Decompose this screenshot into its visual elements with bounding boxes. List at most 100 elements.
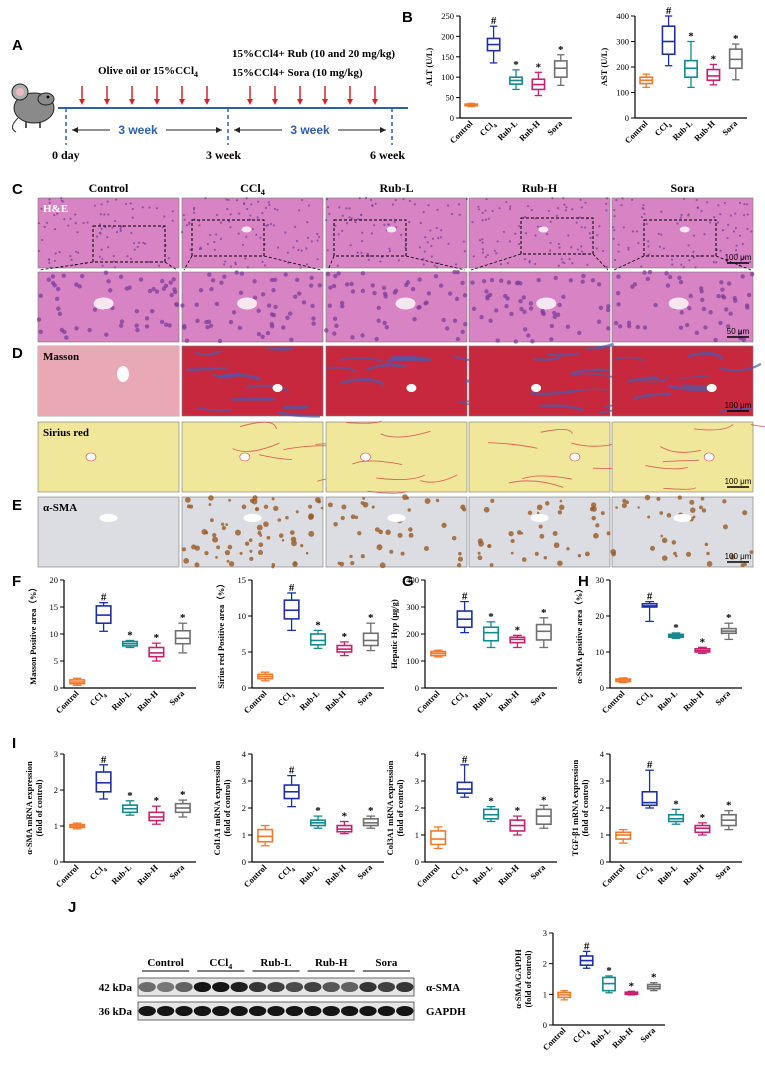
box-sma_area-Rub-L: * xyxy=(667,622,685,639)
histology-tile-r0-c2 xyxy=(325,196,468,271)
xtick-col3a1-3: Rub-H xyxy=(496,862,521,887)
wb-group-4: Sora xyxy=(375,957,398,969)
sig-mark-tgfb1-CCl4: # xyxy=(647,759,653,771)
sig-mark-col3a1-Sora: * xyxy=(541,794,547,806)
panel-letter-b: B xyxy=(402,9,413,26)
xtick-wb_ratio-2: Rub-L xyxy=(588,1025,612,1049)
histology-tile-r0-c0: H&E xyxy=(37,196,180,271)
wb-band-1-14 xyxy=(396,1005,414,1017)
phase1-arrow-0 xyxy=(79,86,85,105)
ytick-masson-3: 15 xyxy=(50,602,59,612)
sig-mark-col1a1-Rub-H: * xyxy=(342,811,348,823)
sig-mark-alt-CCl4: # xyxy=(491,15,497,27)
box-alt-Rub-L: * xyxy=(509,59,523,91)
chart-col3a1: 0 1 2 3 4 Col3A1 mRNA expression (fold of cont… xyxy=(385,749,557,889)
ylabel-tgfb1: TGF-β1 mRNA expression xyxy=(570,760,580,857)
phase2-arrow-3 xyxy=(322,86,328,105)
wb-band-0-1 xyxy=(156,981,175,993)
western-blot: Control CCl4 Rub-L Rub-H Sora 42 kDa α-SMA 36 k… xyxy=(99,957,466,1021)
xtick-alt-2: Rub-L xyxy=(495,118,519,142)
box-sirius-Control xyxy=(257,671,274,682)
sig-mark-ast-Sora: * xyxy=(733,33,739,45)
xtick-sirius-2: Rub-L xyxy=(297,688,321,712)
xtick-alt-3: Rub-H xyxy=(517,118,542,143)
box-alt-Sora: * xyxy=(553,44,568,87)
ytick-wb_ratio-2: 2 xyxy=(543,959,547,969)
histology-col-header-1: CCl4 xyxy=(240,181,266,197)
ylabel-ast: AST (U/L) xyxy=(599,48,609,87)
histology-row-label-4: α-SMA xyxy=(43,502,77,514)
histology-tile-r3-c0: Sirius red xyxy=(37,421,180,493)
ytick-col3a1-0: 0 xyxy=(415,857,419,867)
wb-band-0-9 xyxy=(304,981,322,993)
wb-band-0-3 xyxy=(193,981,212,993)
box-ast-Control xyxy=(639,73,654,89)
ylabel-wb_ratio: α-SMA/GAPDH xyxy=(513,949,523,1009)
ytick-tgfb1-0: 0 xyxy=(600,857,604,867)
ylabel2-tgfb1: (fold of control) xyxy=(580,779,590,836)
sig-mark-hyp-Rub-H: * xyxy=(515,624,521,636)
time-mark-2: 6 week xyxy=(370,148,405,162)
ylabel-sirius: Sirius red Positive area（%） xyxy=(216,579,226,688)
sig-mark-col1a1-Rub-L: * xyxy=(315,805,321,817)
dosing-arrows-phase1 xyxy=(79,86,210,105)
sig-mark-hyp-Rub-L: * xyxy=(488,611,494,623)
xtick-tgfb1-3: Rub-H xyxy=(681,862,706,887)
box-col3a1-Control xyxy=(430,826,447,850)
ytick-ast-0: 0 xyxy=(625,113,629,123)
wb-band-1-0 xyxy=(138,1005,156,1017)
ytick-col3a1-1: 1 xyxy=(415,830,419,840)
wb-band-1-7 xyxy=(267,1005,285,1017)
sig-mark-masson-Rub-L: * xyxy=(127,629,133,641)
phase2-arrow-4 xyxy=(347,86,353,105)
box-tgfb1-CCl4: # xyxy=(641,759,658,809)
box-wb_ratio-Rub-L: * xyxy=(602,965,616,994)
histology-tile-r4-c2 xyxy=(325,494,468,569)
phase2-label-line1: 15%CCl4+ Rub (10 and 20 mg/kg) xyxy=(232,48,395,60)
box-ast-Rub-L: * xyxy=(684,31,698,89)
histology-tile-r4-c0: α-SMA xyxy=(37,496,180,568)
sig-mark-sma_area-Rub-L: * xyxy=(673,622,679,634)
wb-band-1-10 xyxy=(322,1005,340,1017)
ylabel2-sma_mrna: (fold of control) xyxy=(34,779,44,836)
histology-row-label-2: Masson xyxy=(43,351,79,363)
box-ast-Sora: * xyxy=(728,33,743,81)
wb-band-1-8 xyxy=(285,1005,304,1017)
wb-band-0-5 xyxy=(230,981,248,993)
box-hyp-CCl4: # xyxy=(456,591,473,634)
ytick-tgfb1-3: 3 xyxy=(600,776,604,786)
wb-band-1-3 xyxy=(193,1005,212,1017)
phase2-arrow-1 xyxy=(272,86,278,105)
phase1-arrow-3 xyxy=(154,86,160,105)
box-col1a1-Rub-L: * xyxy=(309,805,327,829)
xtick-sma_area-2: Rub-L xyxy=(655,688,679,712)
sig-mark-tgfb1-Rub-H: * xyxy=(700,812,706,824)
sig-mark-col3a1-Rub-H: * xyxy=(515,805,521,817)
duration-label-2: 3 week xyxy=(290,123,330,137)
phase2-arrow-0 xyxy=(247,86,253,105)
ytick-ast-4: 400 xyxy=(616,11,629,21)
xtick-col1a1-2: Rub-L xyxy=(297,862,321,886)
box-sma_area-Control xyxy=(615,677,632,684)
box-sma_area-Sora: * xyxy=(720,612,737,641)
ytick-sirius-0: 0 xyxy=(242,683,246,693)
histology-col-header-0: Control xyxy=(89,181,129,195)
ylabel-col3a1: Col3A1 mRNA expression xyxy=(385,760,395,855)
ytick-hyp-0: 0 xyxy=(415,683,419,693)
box-hyp-Rub-H: * xyxy=(509,624,526,649)
phase1-arrow-1 xyxy=(104,86,110,105)
histology-tile-r3-c4: 100 μm xyxy=(611,421,765,493)
xtick-sma_mrna-2: Rub-L xyxy=(109,862,133,886)
histology-tile-r0-c4: 100 μm xyxy=(611,197,754,271)
ytick-sma_area-0: 0 xyxy=(600,683,604,693)
sig-mark-sirius-Rub-H: * xyxy=(342,631,348,643)
xtick-col1a1-1: CCl4 xyxy=(275,862,297,884)
ylabel2-wb_ratio: (fold of control) xyxy=(523,950,533,1007)
ytick-masson-1: 5 xyxy=(54,656,58,666)
dosing-arrows-phase2 xyxy=(247,86,378,105)
histology-tile-r4-c3 xyxy=(468,496,611,568)
wb-band-0-13 xyxy=(377,981,396,993)
wb-group-3: Rub-H xyxy=(315,957,348,969)
